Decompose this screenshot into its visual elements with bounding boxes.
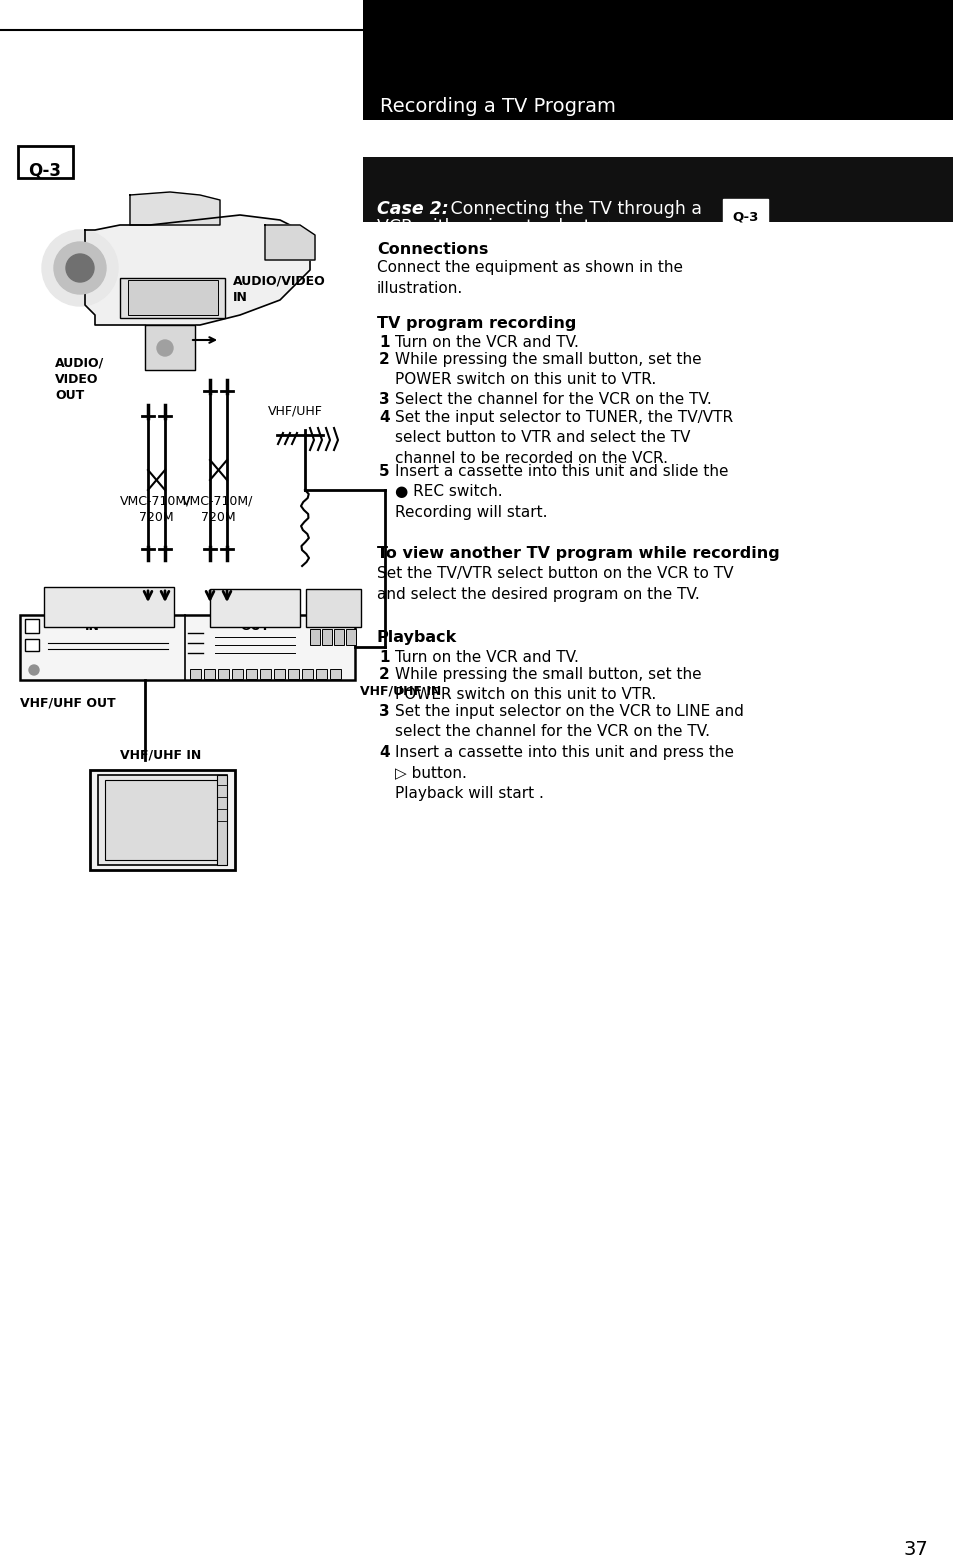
Text: While pressing the small button, set the
POWER switch on this unit to VTR.: While pressing the small button, set the…	[395, 666, 700, 702]
Polygon shape	[85, 214, 310, 325]
Bar	[90, 769, 234, 870]
Text: Turn on the VCR and TV.: Turn on the VCR and TV.	[395, 335, 578, 350]
Bar	[216, 776, 227, 865]
Circle shape	[29, 665, 39, 676]
Text: Q-3: Q-3	[732, 211, 759, 224]
Circle shape	[143, 396, 152, 405]
Bar	[334, 629, 344, 644]
Text: Connecting the TV through a: Connecting the TV through a	[444, 200, 701, 217]
Bar	[246, 669, 256, 679]
Bar	[204, 669, 214, 679]
Text: VMC-710M/
720M: VMC-710M/ 720M	[120, 494, 192, 524]
Polygon shape	[265, 225, 314, 260]
Circle shape	[66, 253, 94, 282]
Circle shape	[222, 371, 232, 380]
Bar	[120, 278, 225, 317]
Bar	[363, 156, 953, 222]
Text: VHF/UHF OUT: VHF/UHF OUT	[20, 696, 115, 708]
Text: 3: 3	[378, 704, 389, 719]
Bar	[346, 629, 355, 644]
Text: Connections: Connections	[376, 242, 488, 256]
Bar	[98, 776, 227, 865]
Circle shape	[205, 560, 214, 569]
Bar	[128, 280, 218, 314]
Text: Insert a cassette into this unit and press the
▷ button.
Playback will start .: Insert a cassette into this unit and pre…	[395, 744, 733, 801]
Text: Set the input selector on the VCR to LINE and
select the channel for the VCR on : Set the input selector on the VCR to LIN…	[395, 704, 743, 740]
Text: 1: 1	[378, 651, 389, 665]
Bar	[18, 145, 73, 178]
Bar	[302, 669, 313, 679]
Circle shape	[143, 560, 152, 569]
Text: VHF/UHF IN: VHF/UHF IN	[359, 685, 441, 698]
Text: AUDIO/
VIDEO
OUT: AUDIO/ VIDEO OUT	[55, 357, 104, 402]
FancyBboxPatch shape	[722, 199, 768, 224]
Bar	[44, 586, 173, 627]
Bar	[190, 669, 201, 679]
Text: While pressing the small button, set the
POWER switch on this unit to VTR.: While pressing the small button, set the…	[395, 352, 700, 388]
Text: 3: 3	[378, 393, 389, 407]
Circle shape	[157, 339, 172, 357]
Text: AUDIO/
VIDEO
OUT: AUDIO/ VIDEO OUT	[240, 588, 289, 633]
Bar	[306, 590, 360, 627]
Circle shape	[222, 560, 232, 569]
Text: 37: 37	[902, 1541, 927, 1559]
Bar	[210, 590, 299, 627]
Bar	[20, 615, 355, 680]
Bar	[330, 669, 340, 679]
Text: Recording a TV Program: Recording a TV Program	[379, 97, 616, 116]
Text: 1: 1	[378, 335, 389, 350]
Text: Set the input selector to TUNER, the TV/VTR
select button to VTR and select the : Set the input selector to TUNER, the TV/…	[395, 410, 732, 466]
Text: Select the channel for the VCR on the TV.: Select the channel for the VCR on the TV…	[395, 393, 711, 407]
Text: AUDIO/VIDEO
IN: AUDIO/VIDEO IN	[233, 275, 325, 303]
Bar	[310, 629, 319, 644]
Text: Insert a cassette into this unit and slide the
● REC switch.
Recording will star: Insert a cassette into this unit and sli…	[395, 465, 728, 519]
Text: VHF/UHF IN: VHF/UHF IN	[120, 749, 201, 762]
Polygon shape	[145, 325, 194, 371]
Bar	[260, 669, 271, 679]
Circle shape	[205, 371, 214, 380]
Text: VHF/UHF: VHF/UHF	[268, 405, 322, 418]
Text: VMC-710M/
720M: VMC-710M/ 720M	[182, 494, 253, 524]
Circle shape	[42, 230, 118, 307]
Bar	[218, 669, 229, 679]
Circle shape	[54, 242, 106, 294]
Text: AUDIO/
VIDEO
IN: AUDIO/ VIDEO IN	[85, 588, 134, 633]
Text: Set the TV/VTR select button on the VCR to TV
and select the desired program on : Set the TV/VTR select button on the VCR …	[376, 566, 733, 602]
Text: TV program recording: TV program recording	[376, 316, 576, 332]
Bar	[105, 780, 220, 860]
Text: Turn on the VCR and TV.: Turn on the VCR and TV.	[395, 651, 578, 665]
Text: Connect the equipment as shown in the
illustration.: Connect the equipment as shown in the il…	[376, 260, 682, 296]
Text: 5: 5	[378, 465, 389, 479]
Bar	[274, 669, 285, 679]
Bar	[288, 669, 298, 679]
Bar	[363, 0, 953, 120]
Bar	[25, 640, 39, 651]
Text: Case 2:: Case 2:	[376, 200, 448, 217]
Text: Q-3: Q-3	[29, 163, 61, 180]
Text: To view another TV program while recording: To view another TV program while recordi…	[376, 546, 779, 561]
Bar	[322, 629, 332, 644]
Polygon shape	[130, 192, 220, 225]
Bar	[315, 669, 327, 679]
Text: 2: 2	[378, 666, 390, 682]
Circle shape	[160, 560, 170, 569]
Text: Playback: Playback	[376, 630, 456, 644]
Text: 4: 4	[378, 410, 389, 425]
Text: 4: 4	[378, 744, 389, 760]
Text: 2: 2	[378, 352, 390, 368]
Circle shape	[160, 396, 170, 405]
Bar	[25, 619, 39, 633]
Text: VCR with an input selector: VCR with an input selector	[376, 217, 608, 236]
Bar	[232, 669, 243, 679]
